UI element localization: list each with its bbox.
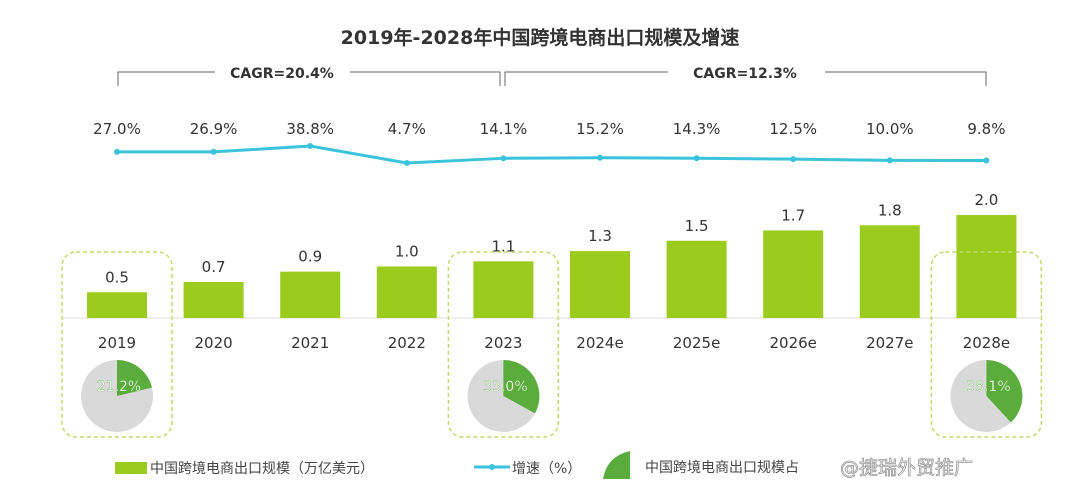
bar-2020 [183,281,244,318]
bar-value-label: 0.9 [298,248,322,266]
x-tick-label: 2021 [291,334,329,352]
x-tick-label: 2027e [866,334,913,352]
growth-label: 12.5% [769,120,817,138]
growth-label: 14.1% [480,120,528,138]
growth-label: 26.9% [190,120,238,138]
growth-label: 14.3% [673,120,721,138]
bar-2022 [376,266,437,318]
cagr-bracket-left [117,71,215,86]
growth-label: 15.2% [576,120,624,138]
bar-value-label: 1.3 [588,227,612,245]
x-tick-label: 2026e [769,334,816,352]
legend-line-marker [489,464,495,470]
bar-2026e [763,230,824,318]
bar-2023 [473,261,534,318]
growth-label: 27.0% [93,120,141,138]
bar-value-label: 1.1 [491,237,515,255]
bar-value-label: 1.0 [395,243,419,261]
growth-point [114,148,120,155]
growth-point [597,154,603,161]
x-tick-label: 2025e [673,334,720,352]
x-tick-label: 2028e [963,334,1010,352]
bar-value-label: 1.8 [878,201,902,219]
growth-label: 10.0% [866,120,914,138]
growth-point [790,156,797,163]
bar-2027e [859,225,920,318]
highlight-box-2028e [930,251,1043,438]
x-tick-label: 2023 [484,334,522,352]
bar-value-label: 1.5 [685,217,709,235]
cagr-bracket-right [350,71,501,86]
growth-point [886,157,893,164]
legend-pie-label: 中国跨境电商出口规模占 [645,460,799,476]
pie-label: 33.0% [483,379,527,395]
growth-label: 38.8% [286,120,334,138]
cagr-bracket-right [825,71,987,86]
bar-value-label: 2.0 [974,191,998,209]
pie-slice-2023 [503,360,540,414]
cagr-label-2: CAGR=12.3% [693,66,797,82]
growth-label: 9.8% [967,120,1005,138]
bar-2024e [570,251,630,318]
x-tick-label: 2022 [388,334,426,352]
chart-title: 2019年-2028年中国跨境电商出口规模及增速 [341,26,740,49]
bar-2021 [280,271,341,318]
bar-2028e [956,215,1017,318]
growth-point [693,155,700,162]
pie-slice-2028e [986,360,1023,423]
growth-label: 4.7% [388,120,426,138]
growth-point [403,160,410,166]
cagr-label-1: CAGR=20.4% [230,66,334,82]
legend-line-label: 增速（%） [512,461,581,477]
x-tick-label: 2020 [195,334,233,352]
pie-label: 38.1% [966,379,1010,395]
legend-bar-label: 中国跨境电商出口规模（万亿美元） [150,461,374,477]
x-tick-label: 2019 [98,334,136,352]
cagr-bracket-left [504,71,668,86]
pie-label: 21.2% [97,379,141,395]
bar-2019 [87,292,147,318]
growth-point [210,148,217,155]
bar-value-label: 1.7 [781,206,805,224]
growth-line [116,144,987,165]
legend-pie-swatch [603,451,630,479]
growth-point [307,143,314,149]
bar-value-label: 0.5 [105,268,129,286]
growth-point [500,155,507,162]
growth-point [983,157,990,164]
x-tick-label: 2024e [576,334,623,352]
pie-slice-2019 [117,360,152,396]
watermark: @捷瑞外贸推广 [840,457,973,479]
legend-bar-swatch [115,462,147,474]
bar-2025e [666,240,727,318]
highlight-box-2019 [61,251,173,438]
bar-value-label: 0.7 [202,258,226,276]
highlight-box-2023 [447,251,560,438]
